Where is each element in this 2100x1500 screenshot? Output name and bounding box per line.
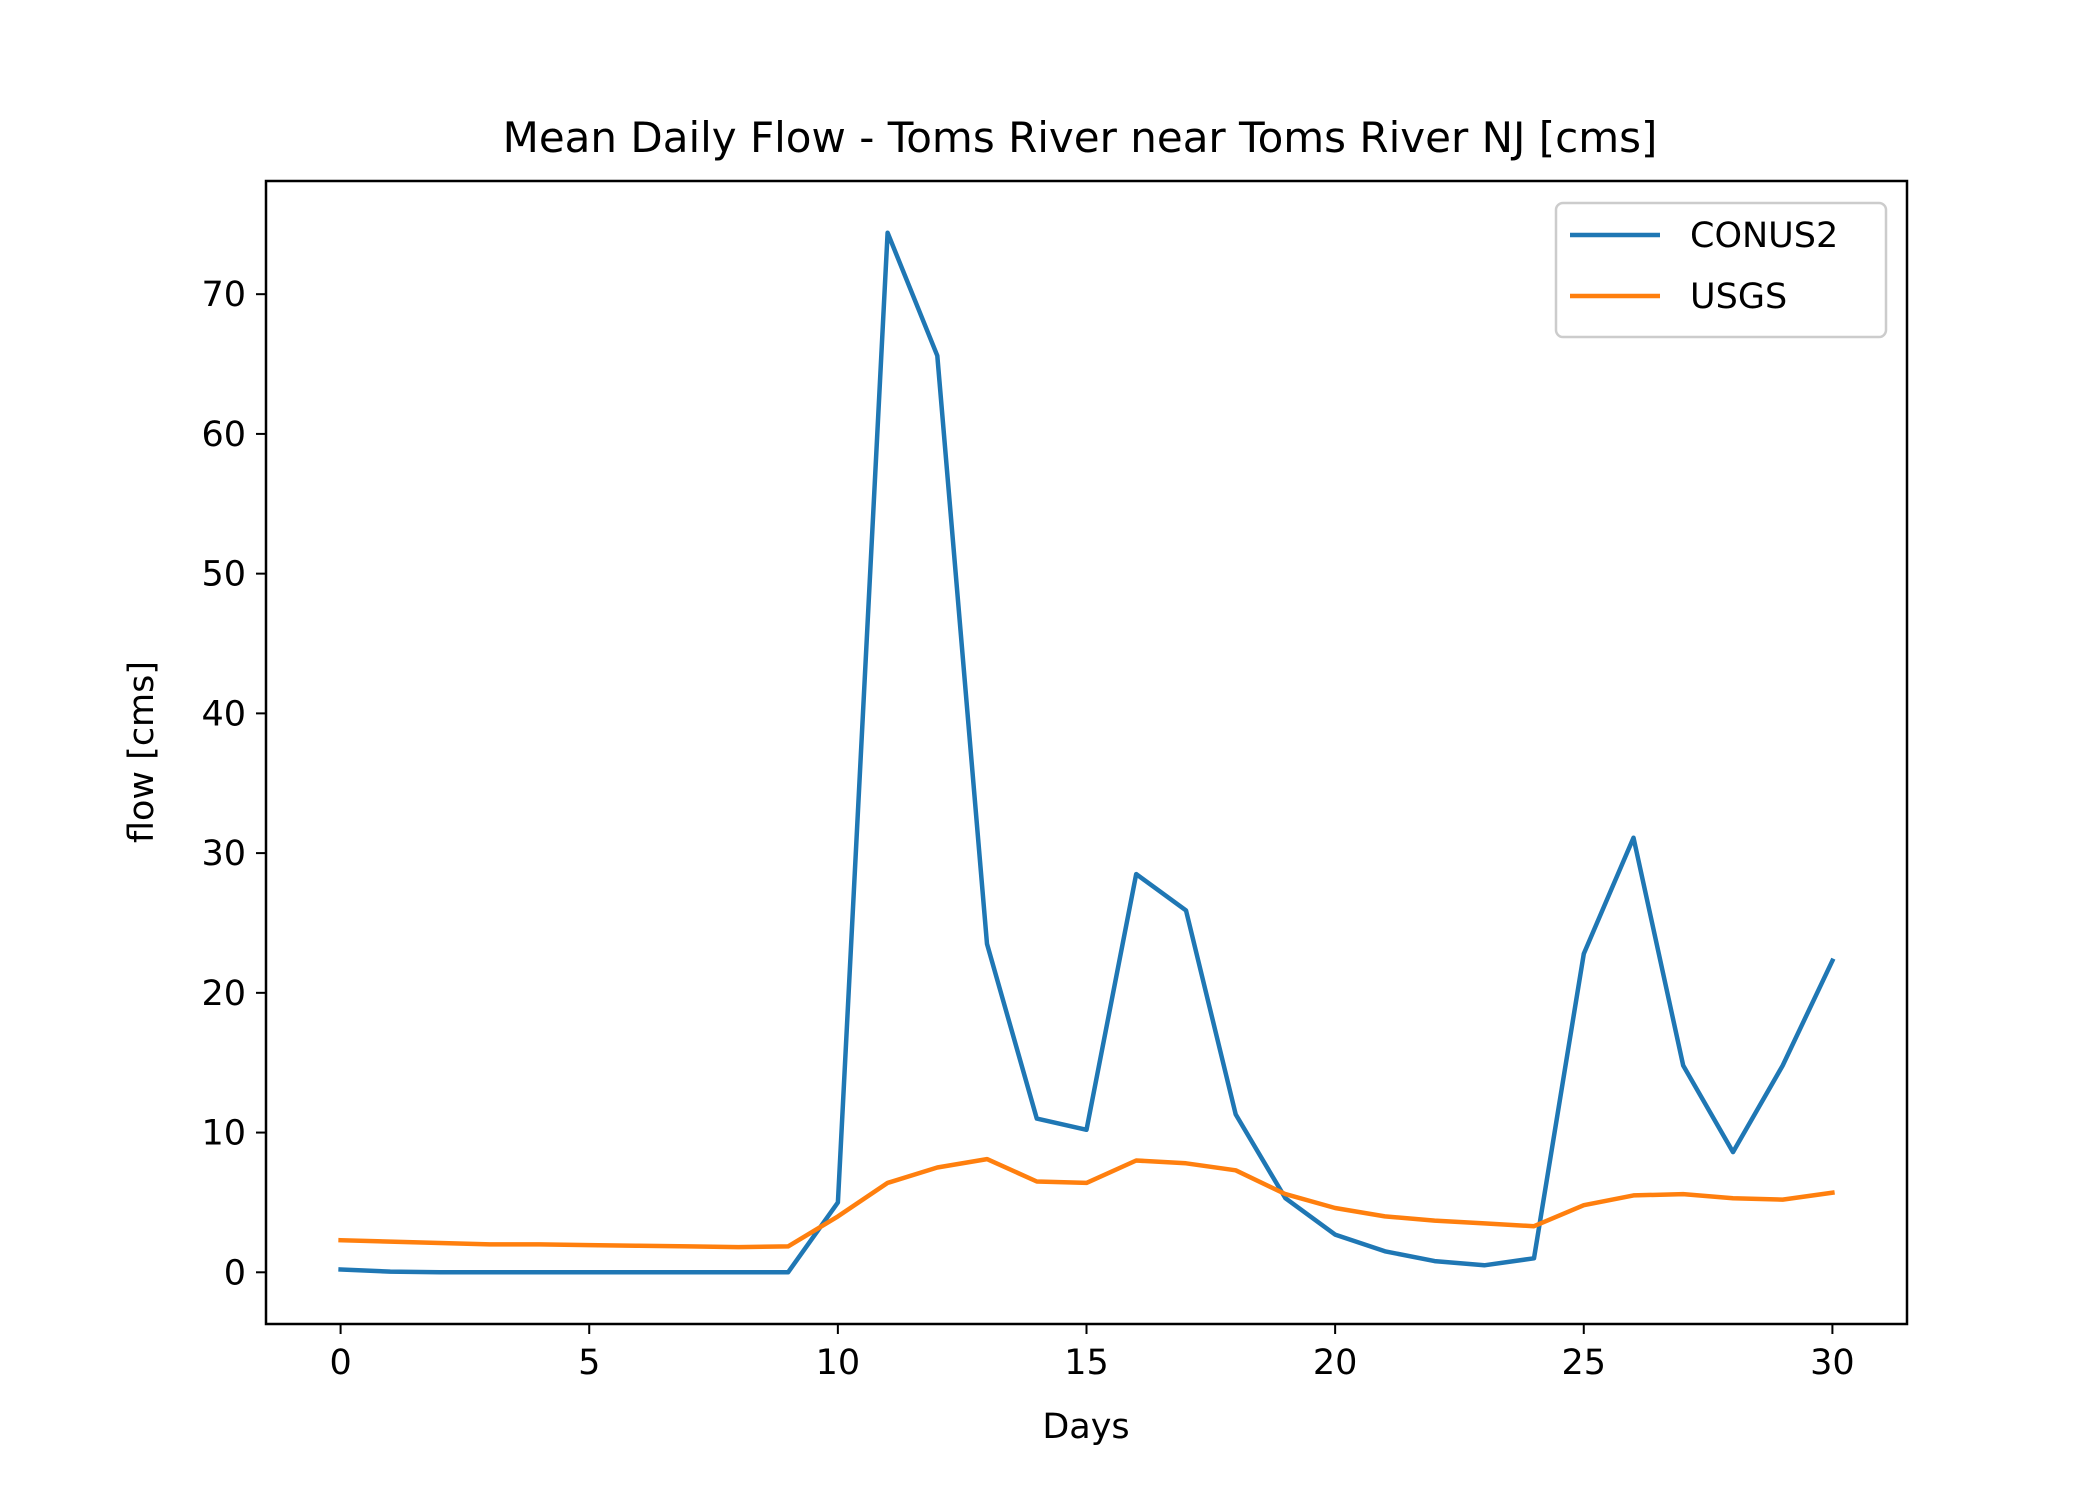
x-tick-label: 15 bbox=[1064, 1343, 1109, 1383]
x-axis-label: Days bbox=[1042, 1407, 1129, 1447]
legend: CONUS2 USGS bbox=[1554, 201, 1888, 339]
legend-label-conus2: CONUS2 bbox=[1690, 216, 1838, 256]
x-tick-label: 30 bbox=[1810, 1343, 1855, 1383]
series-line-conus2 bbox=[338, 230, 1836, 1275]
x-tick-label: 20 bbox=[1313, 1343, 1358, 1383]
legend-label-usgs: USGS bbox=[1690, 277, 1787, 317]
x-tick-label: 25 bbox=[1561, 1343, 1606, 1383]
axes-frame bbox=[264, 179, 1909, 1326]
plot-area bbox=[266, 181, 1907, 1324]
y-tick-label: 40 bbox=[201, 694, 246, 734]
y-tick-label: 0 bbox=[224, 1253, 246, 1293]
series-line-usgs bbox=[338, 1156, 1835, 1250]
y-tick-label: 30 bbox=[201, 834, 246, 874]
x-tick-label: 0 bbox=[329, 1343, 351, 1383]
y-tick-label: 50 bbox=[201, 555, 246, 595]
series-layer bbox=[338, 230, 1836, 1275]
y-tick-label: 20 bbox=[201, 974, 246, 1014]
ticks-layer: 0 5 10 15 20 25 30 0 10 20 30 40 50 60 70 bbox=[201, 275, 1854, 1383]
y-tick-label: 10 bbox=[201, 1114, 246, 1154]
y-tick-label: 60 bbox=[201, 415, 246, 455]
chart-title: Mean Daily Flow - Toms River near Toms R… bbox=[503, 113, 1658, 162]
y-tick-label: 70 bbox=[201, 275, 246, 315]
x-tick-label: 5 bbox=[578, 1343, 600, 1383]
x-tick-label: 10 bbox=[816, 1343, 861, 1383]
y-axis-label: flow [cms] bbox=[122, 661, 162, 843]
